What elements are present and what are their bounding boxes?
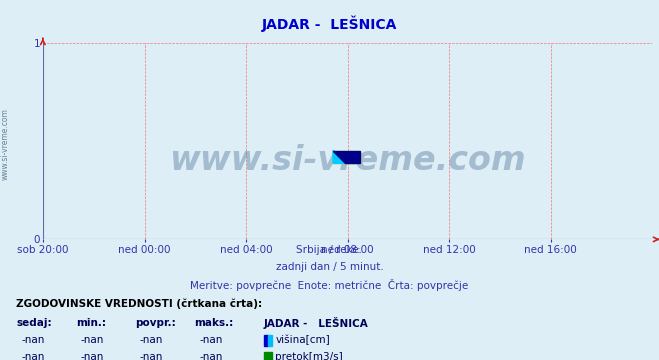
Text: -nan: -nan	[80, 335, 104, 345]
Text: www.si-vreme.com: www.si-vreme.com	[169, 144, 526, 177]
Text: zadnji dan / 5 minut.: zadnji dan / 5 minut.	[275, 262, 384, 273]
Text: -nan: -nan	[140, 352, 163, 360]
Text: -nan: -nan	[80, 352, 104, 360]
Text: www.si-vreme.com: www.si-vreme.com	[1, 108, 10, 180]
Text: maks.:: maks.:	[194, 318, 234, 328]
Polygon shape	[333, 150, 360, 163]
Text: ZGODOVINSKE VREDNOSTI (črtkana črta):: ZGODOVINSKE VREDNOSTI (črtkana črta):	[16, 299, 262, 310]
Text: -nan: -nan	[199, 352, 223, 360]
Text: -nan: -nan	[21, 352, 45, 360]
Text: -nan: -nan	[140, 335, 163, 345]
Text: min.:: min.:	[76, 318, 106, 328]
Text: JADAR -  LEŠNICA: JADAR - LEŠNICA	[262, 15, 397, 32]
Text: JADAR -   LEŠNICA: JADAR - LEŠNICA	[264, 317, 368, 329]
Text: pretok[m3/s]: pretok[m3/s]	[275, 352, 343, 360]
Text: višina[cm]: višina[cm]	[275, 335, 330, 345]
Polygon shape	[333, 150, 360, 163]
Text: sedaj:: sedaj:	[16, 318, 52, 328]
Text: -nan: -nan	[21, 335, 45, 345]
Bar	[333, 150, 360, 163]
Text: povpr.:: povpr.:	[135, 318, 176, 328]
Text: Srbija / reke.: Srbija / reke.	[297, 245, 362, 255]
Text: -nan: -nan	[199, 335, 223, 345]
Text: Meritve: povprečne  Enote: metrične  Črta: povprečje: Meritve: povprečne Enote: metrične Črta:…	[190, 279, 469, 291]
